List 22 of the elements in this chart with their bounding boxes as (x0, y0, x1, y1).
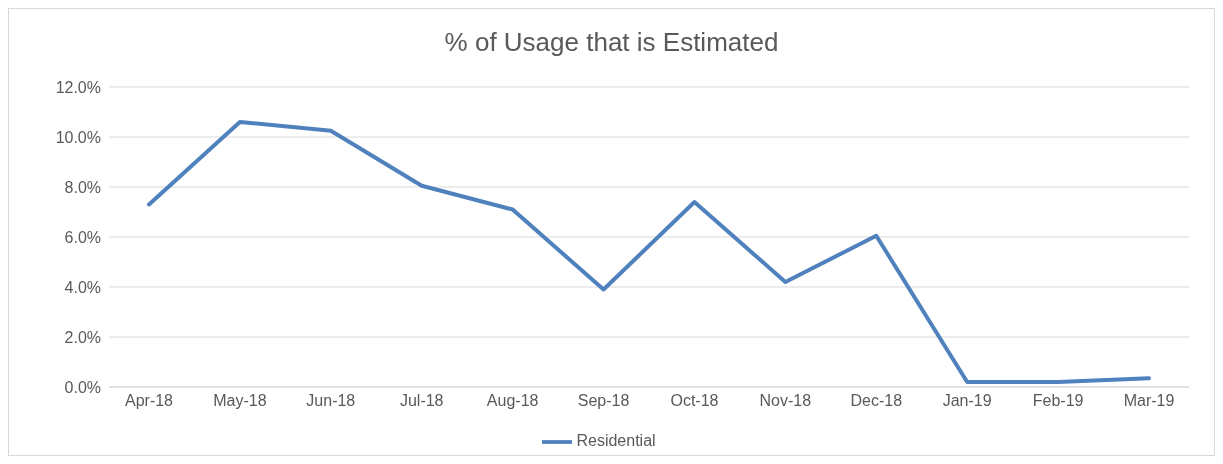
x-tick-label: Jun-18 (306, 392, 356, 410)
y-tick-label: 0.0% (64, 378, 101, 396)
y-tick-label: 8.0% (64, 178, 101, 196)
x-tick-label: Nov-18 (759, 392, 812, 410)
y-tick-label: 6.0% (64, 228, 101, 246)
x-tick-label: Jan-19 (942, 392, 992, 410)
y-tick-label: 10.0% (55, 128, 101, 146)
x-tick-label: Dec-18 (850, 392, 903, 410)
y-tick-label: 4.0% (64, 278, 101, 296)
x-tick-label: Aug-18 (486, 392, 539, 410)
x-tick-label: Feb-19 (1032, 392, 1084, 410)
y-tick-label: 12.0% (55, 78, 101, 96)
x-tick-label: Sep-18 (577, 392, 630, 410)
x-tick-label: Apr-18 (124, 392, 174, 410)
y-tick-label: 2.0% (64, 328, 101, 346)
x-tick-label: May-18 (213, 392, 267, 410)
chart-title: % of Usage that is Estimated (443, 26, 780, 59)
x-tick-label: Oct-18 (670, 392, 719, 410)
legend-label: Residential (576, 432, 656, 450)
line-series (147, 120, 1151, 384)
x-tick-label: Jul-18 (399, 392, 444, 410)
x-tick-label: Mar-19 (1123, 392, 1175, 410)
